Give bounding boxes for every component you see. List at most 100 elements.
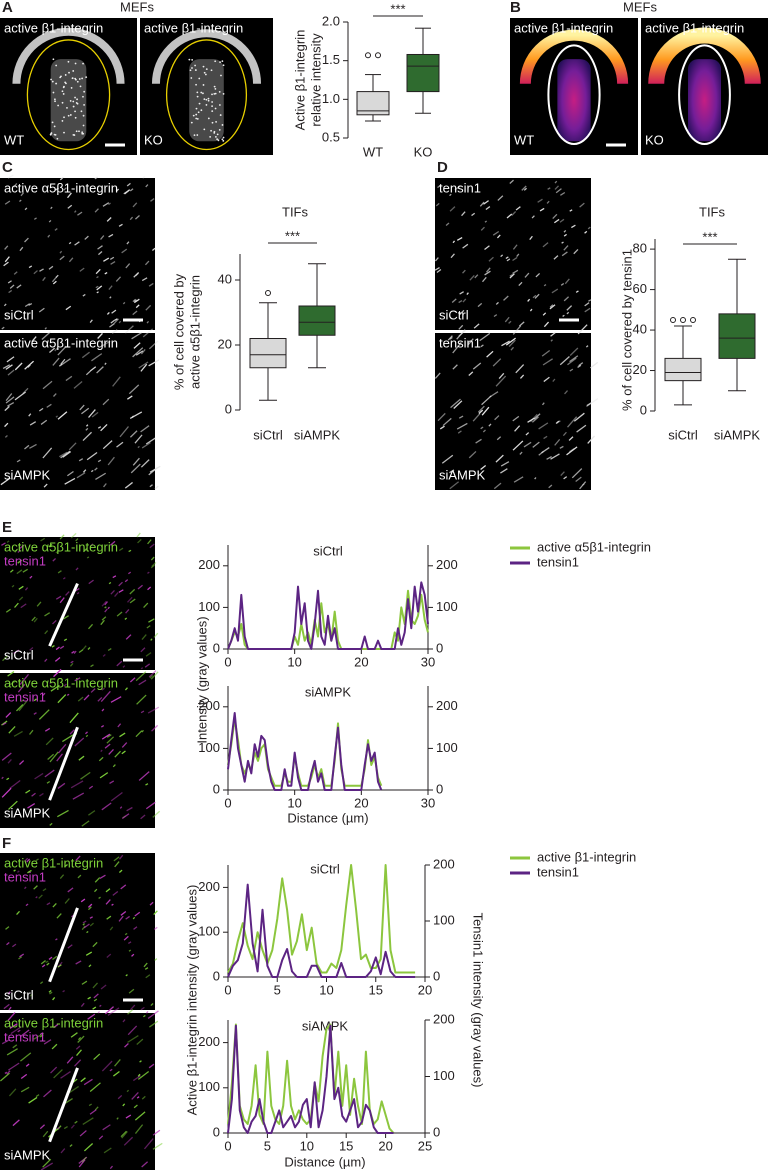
texture: [85, 731, 88, 735]
texture: [40, 537, 45, 542]
texture: [80, 771, 91, 780]
texture: [134, 1124, 144, 1134]
texture: [521, 185, 527, 191]
texture: [59, 534, 65, 540]
texture: [493, 482, 502, 490]
texture: [85, 424, 89, 427]
texture: [50, 206, 53, 210]
texture: [123, 935, 129, 941]
texture: [562, 431, 567, 437]
texture: [29, 443, 37, 449]
profile-line: [48, 582, 79, 647]
texture: [42, 447, 53, 459]
texture: [449, 193, 452, 197]
texture: [74, 210, 77, 213]
speckle: [221, 60, 224, 63]
texture: [2, 364, 11, 370]
texture: [103, 483, 107, 488]
texture: [59, 250, 63, 254]
texture: [530, 413, 538, 423]
texture: [27, 364, 31, 368]
x-tick-label: siAMPK: [714, 427, 761, 442]
texture: [133, 298, 140, 304]
legend-label: tensin1: [537, 554, 579, 569]
texture: [13, 649, 20, 654]
texture: [69, 1144, 73, 1147]
series-line: [227, 712, 383, 791]
texture: [17, 1029, 21, 1033]
texture: [46, 902, 51, 906]
texture: [25, 789, 31, 794]
texture: [39, 268, 44, 272]
texture: [89, 1082, 101, 1092]
texture: [554, 180, 558, 184]
x-tick-label: WT: [363, 144, 383, 159]
texture: [145, 783, 149, 786]
texture: [104, 601, 108, 606]
texture: [568, 436, 574, 441]
texture: [488, 423, 492, 427]
texture: [449, 481, 459, 490]
texture: [116, 441, 124, 448]
texture: [509, 179, 514, 184]
texture: [100, 423, 108, 432]
texture: [115, 188, 120, 192]
texture: [88, 623, 94, 630]
texture: [52, 558, 57, 562]
texture: [42, 276, 46, 282]
texture: [82, 923, 86, 926]
texture: [137, 445, 140, 449]
texture: [121, 750, 126, 755]
speckle: [190, 121, 193, 124]
y-tick-label: 1.0: [322, 91, 340, 106]
texture: [467, 338, 474, 346]
roi: [547, 44, 601, 146]
speckle: [188, 58, 191, 61]
speckle: [62, 86, 65, 89]
image-label: active α5β1-integrin: [4, 335, 118, 350]
texture: [515, 206, 521, 211]
texture: [125, 634, 132, 640]
outlier: [690, 316, 696, 323]
speckle: [215, 120, 217, 123]
texture: [78, 1159, 86, 1168]
texture: [449, 206, 456, 212]
texture: [102, 440, 113, 450]
texture: [147, 1010, 159, 1019]
texture: [496, 234, 501, 239]
y-tick-label: 200: [198, 557, 220, 572]
texture: [57, 570, 62, 574]
texture: [477, 405, 485, 413]
texture: [140, 1006, 145, 1011]
texture: [105, 899, 111, 905]
texture: [44, 327, 47, 330]
texture: [145, 184, 149, 188]
texture: [53, 1023, 59, 1029]
texture: [9, 779, 21, 789]
texture: [135, 304, 140, 309]
texture: [17, 870, 20, 873]
texture: [109, 1165, 114, 1170]
texture: [101, 1060, 113, 1072]
texture: [119, 806, 123, 809]
texture: [67, 204, 73, 209]
speckle: [211, 110, 214, 113]
texture: [119, 426, 129, 438]
box: [356, 91, 390, 116]
texture: [118, 581, 123, 587]
texture: [82, 431, 93, 442]
texture: [124, 325, 134, 334]
texture: [71, 650, 75, 654]
texture: [135, 730, 143, 738]
speckle: [53, 125, 56, 128]
x-tick-label: 20: [354, 654, 368, 669]
texture: [59, 176, 64, 181]
texture: [573, 412, 585, 422]
texture: [576, 424, 587, 433]
speckle: [211, 93, 213, 96]
texture: [111, 329, 118, 334]
texture: [145, 304, 152, 311]
legend-label: active β1-integrin: [537, 849, 636, 864]
